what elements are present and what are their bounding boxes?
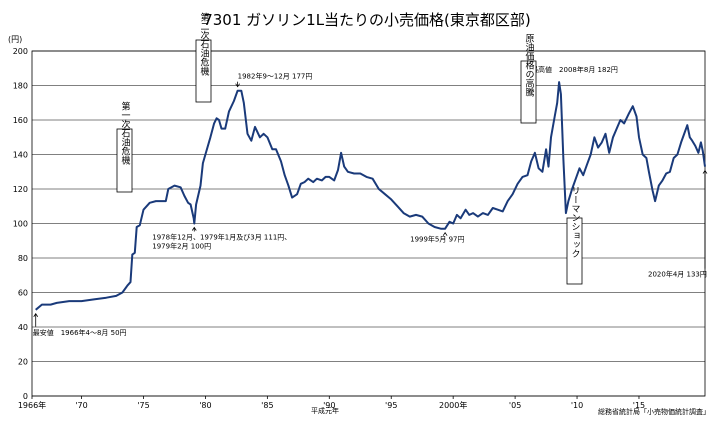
x-tick-label: '75 (137, 401, 149, 410)
event-label-lehman-shock: リーマンショック (566, 186, 583, 285)
annotation-arrowhead (442, 231, 448, 236)
x-tick-label: '90 (323, 401, 335, 410)
annotation-label: 最高値 2008年8月 182円 (531, 65, 618, 74)
x-sublabel: 平成元年 (311, 406, 339, 415)
series-line (35, 81, 706, 311)
event-label-text: 第一次石油危機 (120, 100, 131, 165)
x-tick-label: '10 (571, 401, 583, 410)
x-tick-label: '15 (633, 401, 645, 410)
x-tick-labels: 1966年 '70 '75 '80 '85 '90 '95 2000年 '05 '10 '15 (18, 396, 645, 410)
grid-lines (32, 50, 705, 397)
y-tick-label: 0 (23, 392, 28, 401)
y-tick-labels: 0 20 40 60 80 100 120 140 160 180 200 (13, 47, 28, 401)
event-label-text: リーマンショック (570, 186, 580, 258)
y-tick-label: 100 (13, 220, 28, 229)
event-label-text: 第二次石油危機 (199, 11, 210, 76)
y-tick-label: 200 (13, 47, 28, 56)
x-tick-label: '80 (199, 401, 211, 410)
x-tick-label: 2000年 (439, 400, 467, 410)
event-label-first-oil-crisis: 第一次石油危機 (116, 100, 133, 193)
y-tick-label: 40 (18, 323, 28, 332)
annotations: 1982年9～12月 177円 最高値 2008年8月 182円 1978年12月、… (33, 65, 708, 337)
source-note: 総務省統計局「小売物価統計調査」 (598, 407, 710, 416)
annotation-arrowhead (235, 83, 240, 88)
event-label-oil-price-surge: 原油価格の高騰 (520, 33, 537, 124)
y-tick-label: 160 (13, 116, 28, 125)
annotation-label: 1999年5月 97円 (410, 235, 464, 244)
annotation-arrowhead (33, 313, 39, 317)
annotation-label: 1978年12月、1979年1月及び3月 111円、 (152, 233, 291, 242)
annotation-label: 1982年9～12月 177円 (238, 72, 313, 81)
annotation-arrowhead (702, 169, 708, 174)
chart-title: 7301 ガソリン1L当たりの小売価格(東京都区部) (203, 11, 531, 29)
y-tick-label: 120 (13, 185, 28, 194)
y-tick-label: 60 (18, 289, 28, 298)
annotation-label: 最安値 1966年4～8月 50円 (33, 328, 127, 337)
y-tick-label: 20 (18, 358, 28, 367)
annotation-label: 1979年2月 100円 (152, 242, 211, 251)
x-tick-label: '95 (385, 401, 397, 410)
y-tick-label: 140 (13, 151, 28, 160)
x-tick-label: '05 (509, 401, 521, 410)
annotation-arrowhead (191, 226, 197, 231)
x-tick-label: '70 (75, 401, 87, 410)
event-label-text: 原油価格の高騰 (524, 33, 535, 97)
y-tick-label: 180 (13, 82, 28, 91)
y-axis-unit: (円) (8, 35, 22, 44)
y-tick-label: 80 (18, 254, 28, 263)
event-label-second-oil-crisis: 第二次石油危機 (195, 11, 212, 103)
annotation-label: 2020年4月 133円 (648, 270, 707, 279)
x-tick-label: '85 (261, 401, 273, 410)
x-tick-label: 1966年 (18, 400, 46, 410)
